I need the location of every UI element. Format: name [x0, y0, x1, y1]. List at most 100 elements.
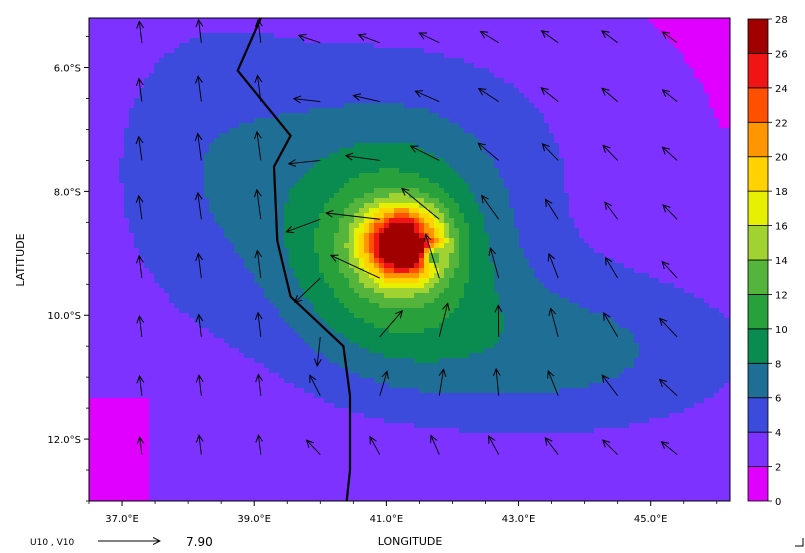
field-cell — [544, 58, 550, 64]
field-cell — [654, 68, 660, 74]
field-cell — [229, 68, 235, 74]
field-cell — [319, 93, 325, 99]
field-cell — [339, 38, 345, 44]
field-cell — [649, 103, 655, 109]
field-cell — [114, 88, 120, 94]
field-cell — [349, 158, 355, 164]
field-cell — [394, 173, 400, 179]
field-cell — [179, 108, 185, 114]
field-cell — [424, 128, 430, 134]
field-cell — [669, 143, 675, 149]
field-cell — [499, 163, 505, 169]
field-cell — [554, 18, 560, 24]
field-cell — [709, 148, 715, 154]
field-cell — [169, 118, 175, 124]
field-cell — [674, 63, 680, 69]
field-cell — [574, 63, 580, 69]
field-cell — [719, 203, 725, 209]
field-cell — [649, 43, 655, 49]
field-cell — [379, 78, 385, 84]
field-cell — [179, 173, 185, 179]
field-cell — [269, 113, 275, 119]
field-cell — [724, 148, 730, 154]
field-cell — [589, 53, 595, 59]
field-cell — [304, 188, 310, 194]
field-cell — [164, 133, 170, 139]
field-cell — [584, 33, 590, 39]
field-cell — [344, 108, 350, 114]
field-cell — [104, 173, 110, 179]
field-cell — [139, 93, 145, 99]
field-cell — [699, 143, 705, 149]
field-cell — [394, 83, 400, 89]
field-cell — [414, 33, 420, 39]
field-cell — [274, 53, 280, 59]
field-cell — [449, 128, 455, 134]
field-cell — [464, 208, 470, 214]
field-cell — [104, 78, 110, 84]
field-cell — [544, 118, 550, 124]
field-cell — [419, 203, 425, 209]
field-cell — [674, 48, 680, 54]
field-cell — [174, 118, 180, 124]
field-cell — [94, 58, 100, 64]
field-cell — [459, 28, 465, 34]
field-cell — [469, 93, 475, 99]
field-cell — [434, 108, 440, 114]
field-cell — [609, 68, 615, 74]
field-cell — [574, 88, 580, 94]
field-cell — [219, 138, 225, 144]
field-cell — [614, 133, 620, 139]
field-cell — [519, 88, 525, 94]
field-cell — [549, 48, 555, 54]
field-cell — [249, 98, 255, 104]
field-cell — [309, 48, 315, 54]
field-cell — [139, 208, 145, 214]
field-cell — [314, 153, 320, 159]
field-cell — [309, 78, 315, 84]
field-cell — [399, 88, 405, 94]
field-cell — [654, 98, 660, 104]
field-cell — [129, 133, 135, 139]
field-cell — [129, 158, 135, 164]
field-cell — [144, 148, 150, 154]
field-cell — [489, 18, 495, 24]
field-cell — [544, 98, 550, 104]
field-cell — [374, 138, 380, 144]
field-cell — [424, 63, 430, 69]
field-cell — [529, 193, 535, 199]
field-cell — [154, 153, 160, 159]
field-cell — [504, 63, 510, 69]
field-cell — [539, 198, 545, 204]
field-cell — [129, 48, 135, 54]
field-cell — [384, 168, 390, 174]
field-cell — [444, 83, 450, 89]
field-cell — [219, 113, 225, 119]
field-cell — [454, 28, 460, 34]
field-cell — [279, 53, 285, 59]
field-cell — [699, 28, 705, 34]
field-cell — [429, 138, 435, 144]
field-cell — [609, 168, 615, 174]
field-cell — [89, 113, 95, 119]
field-cell — [164, 128, 170, 134]
field-cell — [149, 78, 155, 84]
field-cell — [724, 163, 730, 169]
field-cell — [629, 43, 635, 49]
field-cell — [349, 118, 355, 124]
field-cell — [514, 208, 520, 214]
field-cell — [529, 168, 535, 174]
field-cell — [164, 68, 170, 74]
field-cell — [194, 63, 200, 69]
field-cell — [199, 148, 205, 154]
field-cell — [299, 63, 305, 69]
field-cell — [554, 78, 560, 84]
field-cell — [364, 73, 370, 79]
field-cell — [239, 18, 245, 24]
field-cell — [509, 108, 515, 114]
field-cell — [209, 83, 215, 89]
field-cell — [364, 33, 370, 39]
field-cell — [204, 118, 210, 124]
field-cell — [714, 128, 720, 134]
field-cell — [99, 73, 105, 79]
